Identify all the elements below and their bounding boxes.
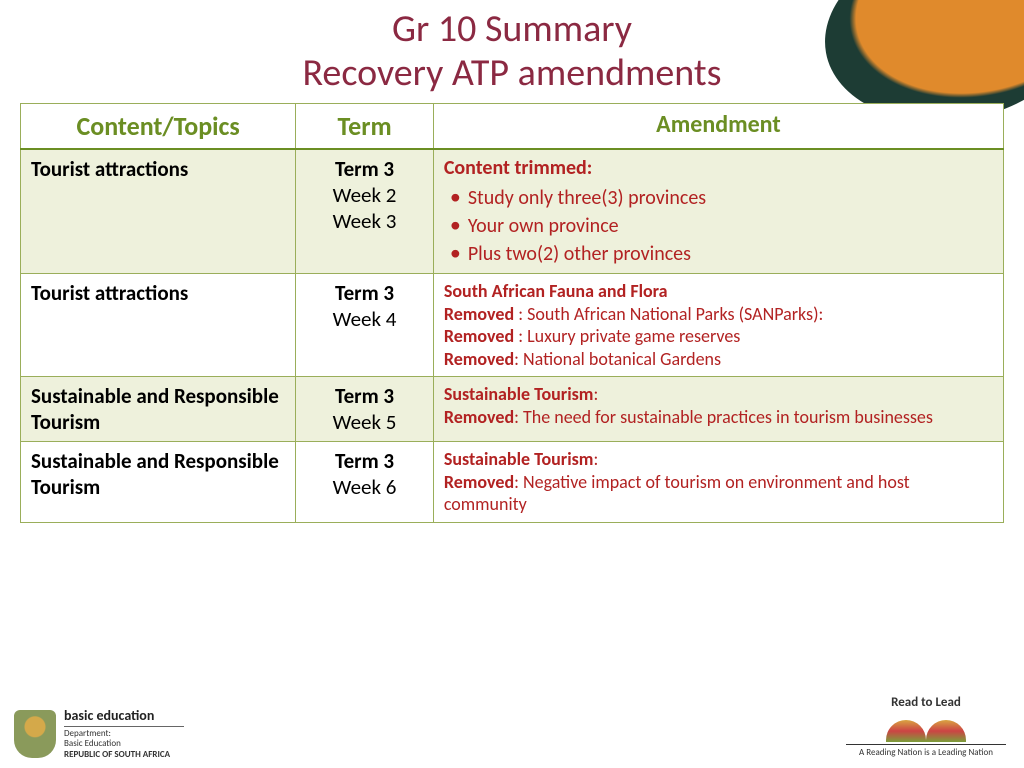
footer-left-logo: basic education Department:Basic Educati… [14,708,184,760]
table-row: Tourist attractionsTerm 3Week 4South Afr… [21,274,1004,377]
title-line2: Recovery ATP amendments [302,50,721,96]
cell-content: Sustainable and Responsible Tourism [21,377,296,442]
table-header-row: Content/Topics Term Amendment [21,104,1004,150]
cell-term: Term 3Week 5 [296,377,434,442]
footer-right-logo: Read to Lead A Reading Nation is a Leadi… [846,695,1006,758]
footer-left-text: basic education Department:Basic Educati… [64,708,184,760]
table-row: Tourist attractionsTerm 3Week 2Week 3Con… [21,149,1004,274]
cell-content: Tourist attractions [21,149,296,274]
cell-term: Term 3Week 4 [296,274,434,377]
cell-term: Term 3Week 6 [296,442,434,523]
footer-dept-name: basic education [64,708,184,724]
cell-term: Term 3Week 2Week 3 [296,149,434,274]
title-line1: Gr 10 Summary [392,6,632,52]
cell-amendment: Content trimmed:Study only three(3) prov… [433,149,1003,274]
cell-amendment: Sustainable Tourism:Removed: Negative im… [433,442,1003,523]
col-header-amendment: Amendment [433,104,1003,150]
col-header-term: Term [296,104,434,150]
amendments-table-wrap: Content/Topics Term Amendment Tourist at… [20,103,1004,523]
book-icon [886,712,966,742]
cell-amendment: South African Fauna and FloraRemoved : S… [433,274,1003,377]
table-row: Sustainable and Responsible TourismTerm … [21,442,1004,523]
read-to-lead-title: Read to Lead [846,695,1006,710]
footer-country: REPUBLIC OF SOUTH AFRICA [64,750,184,760]
read-to-lead-sub: A Reading Nation is a Leading Nation [846,747,1006,758]
table-row: Sustainable and Responsible TourismTerm … [21,377,1004,442]
amendments-table: Content/Topics Term Amendment Tourist at… [20,103,1004,523]
cell-amendment: Sustainable Tourism:Removed: The need fo… [433,377,1003,442]
slide-title: Gr 10 Summary Recovery ATP amendments [0,0,1024,95]
coat-of-arms-icon [14,710,56,758]
cell-content: Tourist attractions [21,274,296,377]
col-header-content: Content/Topics [21,104,296,150]
cell-content: Sustainable and Responsible Tourism [21,442,296,523]
footer-dept-sub: Department:Basic Education [64,729,184,750]
